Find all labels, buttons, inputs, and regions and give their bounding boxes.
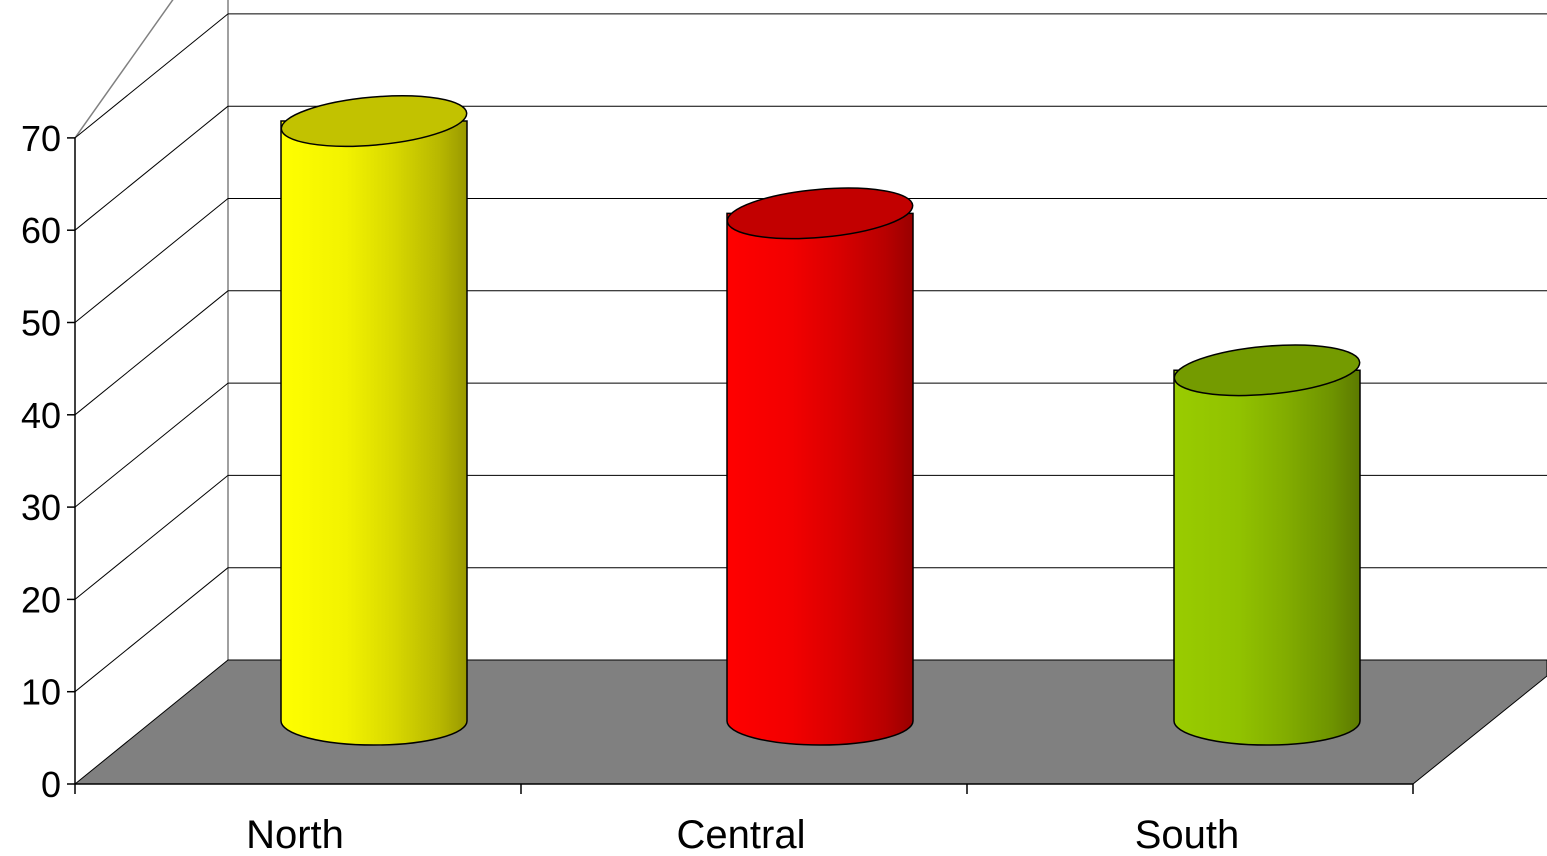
y-tick-label: 40 <box>21 395 61 436</box>
y-tick-label: 20 <box>21 579 61 620</box>
y-tick-label: 70 <box>21 118 61 159</box>
y-tick-label: 50 <box>21 303 61 344</box>
side-gridline <box>74 475 229 600</box>
bar-body <box>726 212 914 746</box>
y-tick-label: 30 <box>21 487 61 528</box>
bar-top <box>726 187 914 240</box>
y-tick-label: 10 <box>21 672 61 713</box>
bar-body <box>280 120 468 746</box>
bar-central <box>726 187 914 746</box>
bar-south <box>1173 344 1361 746</box>
bar-top <box>1173 344 1361 397</box>
side-gridline <box>74 382 229 508</box>
bar-top <box>280 95 468 148</box>
side-gridline <box>74 290 229 416</box>
x-category-label: South <box>1135 813 1240 856</box>
y-axis: 0 10 20 30 40 50 60 70 <box>21 118 76 805</box>
side-gridline <box>74 13 229 139</box>
side-gridline <box>74 105 229 231</box>
bar-north <box>280 95 468 746</box>
x-category-label: Central <box>677 813 806 856</box>
x-category-label: North <box>246 813 344 856</box>
y-tick-label: 0 <box>41 764 61 805</box>
bar-series <box>280 95 1361 746</box>
side-wall-top-edge <box>74 0 174 139</box>
x-axis: North Central South <box>74 783 1414 856</box>
side-gridline <box>74 198 229 323</box>
y-tick-label: 60 <box>21 210 61 251</box>
side-gridline <box>74 567 229 693</box>
bar-body <box>1173 369 1361 746</box>
